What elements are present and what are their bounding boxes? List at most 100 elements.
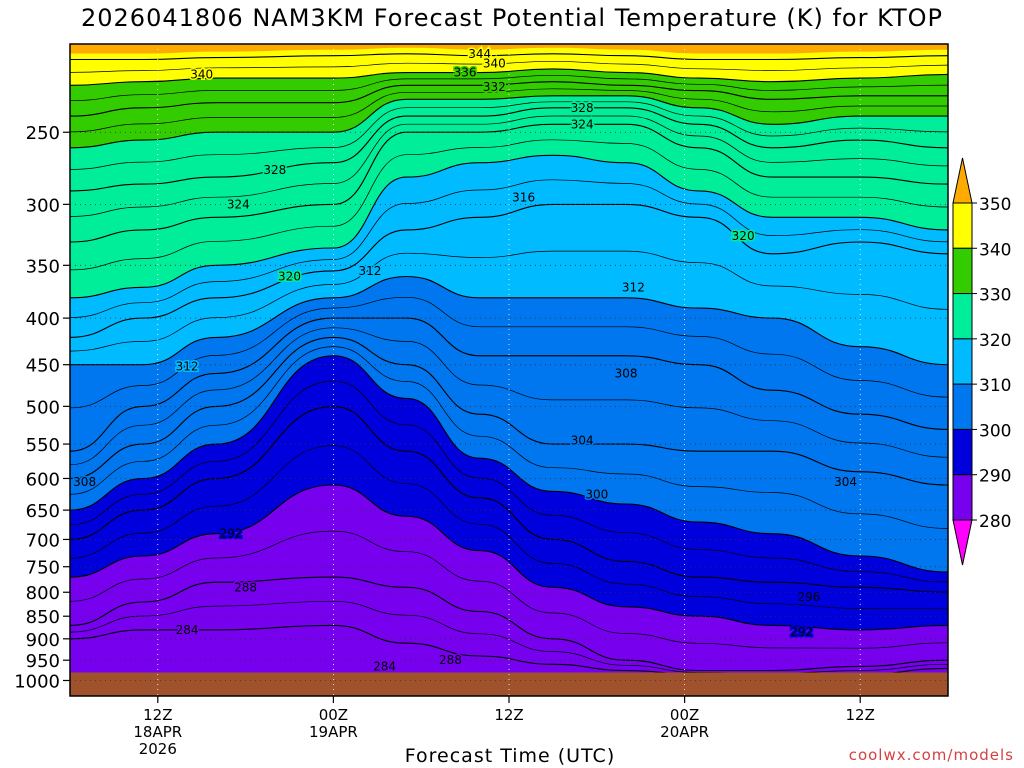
colorbar-band-330 (952, 247, 973, 295)
colorbar-band-340 (952, 202, 973, 249)
contour-label-3: 332 (483, 80, 506, 94)
isentrope-296 (69, 405, 949, 593)
y-tick-label-1000: 1000 (14, 671, 60, 692)
colorbar-band-310 (952, 338, 973, 385)
colorbar-label-280: 280 (979, 512, 1011, 532)
isentrope-intermediate-290 (69, 530, 949, 649)
contour-label-25: 288 (439, 653, 462, 667)
colorbar-label-310: 310 (979, 376, 1011, 396)
isentrope-intermediate-334 (69, 88, 948, 133)
contour-label-23: 284 (176, 623, 199, 637)
contour-label-8: 324 (227, 197, 250, 211)
isentrope-332 (69, 95, 949, 149)
x-tick-label-6: 12Z (143, 706, 172, 724)
isentrope-300 (69, 355, 949, 573)
y-tick-label-800: 800 (26, 583, 60, 604)
isentrope-intermediate-302 (69, 346, 949, 529)
colorbar-band-280 (952, 474, 973, 521)
isentrope-344 (69, 53, 949, 61)
contour-label-7: 328 (263, 163, 286, 177)
contour-label-21: 288 (234, 580, 257, 594)
isentrope-316 (69, 203, 949, 338)
site-credit: coolwx.com/models (848, 746, 1014, 764)
isentrope-308 (69, 317, 949, 452)
isentrope-328 (69, 107, 949, 192)
contour-label-5: 324 (571, 117, 594, 131)
contour-label-6: 340 (190, 67, 213, 81)
contour-label-1: 340 (483, 56, 506, 70)
contour-label-10: 320 (732, 229, 755, 243)
contour-label-22: 296 (798, 590, 821, 604)
y-tick-label-600: 600 (26, 469, 60, 490)
isentrope-intermediate-314 (69, 250, 949, 352)
x-tick-year-6: 2026 (139, 740, 177, 758)
isentrope-intermediate-318 (69, 179, 949, 318)
isentrope-292 (69, 484, 949, 631)
colorbar-band-320 (952, 293, 973, 340)
contour-label-2: 336 (454, 66, 477, 80)
contour-label-24: 292 (790, 625, 813, 639)
isentrope-intermediate-306 (69, 327, 949, 466)
x-tick-label-42: 00Z (670, 706, 699, 724)
y-tick-label-500: 500 (26, 397, 60, 418)
contour-label-0: 344 (468, 47, 491, 61)
colorbar-label-290: 290 (979, 467, 1011, 487)
colorbar-label-300: 300 (979, 421, 1011, 441)
contour-label-11: 320 (278, 269, 301, 283)
contour-label-26: 284 (373, 659, 396, 673)
contour-label-17: 308 (73, 475, 96, 489)
y-tick-label-550: 550 (26, 435, 60, 456)
isentrope-324 (69, 123, 949, 243)
x-tick-date-42: 20APR (660, 723, 709, 741)
isentrope-320 (69, 154, 949, 299)
theta-fill-over (70, 44, 948, 54)
contour-label-18: 304 (834, 475, 857, 489)
colorbar-label-350: 350 (979, 195, 1011, 215)
x-tick-label-54: 12Z (846, 706, 875, 724)
y-tick-label-250: 250 (26, 123, 60, 144)
isentrope-304 (69, 336, 949, 486)
isentrope-312 (69, 275, 949, 366)
contour-label-12: 312 (359, 264, 382, 278)
y-tick-label-400: 400 (26, 309, 60, 330)
isentrope-intermediate-298 (69, 380, 949, 583)
isentrope-340 (69, 68, 949, 86)
colorbar-label-330: 330 (979, 286, 1011, 306)
y-tick-label-850: 850 (26, 607, 60, 628)
contour-label-19: 300 (585, 488, 608, 502)
isentrope-336 (69, 81, 948, 117)
contour-label-20: 292 (220, 527, 243, 541)
isentrope-intermediate-326 (69, 115, 949, 217)
contour-label-13: 312 (622, 280, 645, 294)
contour-label-14: 308 (615, 366, 638, 380)
x-tick-label-18: 00Z (319, 706, 348, 724)
x-tick-label-30: 12Z (494, 706, 523, 724)
y-tick-label-350: 350 (26, 256, 60, 277)
chart-title: 2026041806 NAM3KM Forecast Potential Tem… (81, 4, 943, 32)
colorbar-band-290 (952, 428, 973, 476)
isentrope-intermediate-322 (69, 139, 949, 271)
isentrope-intermediate-310 (69, 296, 949, 409)
y-tick-label-650: 650 (26, 501, 60, 522)
y-tick-label-900: 900 (26, 630, 60, 651)
contour-label-4: 328 (571, 101, 594, 115)
isentrope-intermediate-338 (69, 74, 949, 102)
colorbar-over-triangle (952, 157, 973, 204)
y-tick-label-300: 300 (26, 195, 60, 216)
contour-label-16: 304 (571, 433, 594, 447)
y-tick-label-750: 750 (26, 558, 60, 579)
y-tick-label-950: 950 (26, 651, 60, 672)
colorbar-band-300 (952, 383, 973, 430)
colorbar-label-340: 340 (979, 240, 1011, 260)
isentrope-intermediate-330 (69, 101, 949, 170)
isentrope-intermediate-294 (69, 445, 949, 610)
x-axis-title: Forecast Time (UTC) (404, 745, 616, 767)
x-tick-date-6: 18APR (133, 723, 182, 741)
x-tick-date-18: 19APR (309, 723, 358, 741)
contour-label-9: 316 (512, 191, 535, 205)
colorbar-label-320: 320 (979, 331, 1011, 351)
isentrope-intermediate-342 (69, 60, 949, 73)
y-tick-label-700: 700 (26, 530, 60, 551)
y-tick-label-450: 450 (26, 356, 60, 377)
